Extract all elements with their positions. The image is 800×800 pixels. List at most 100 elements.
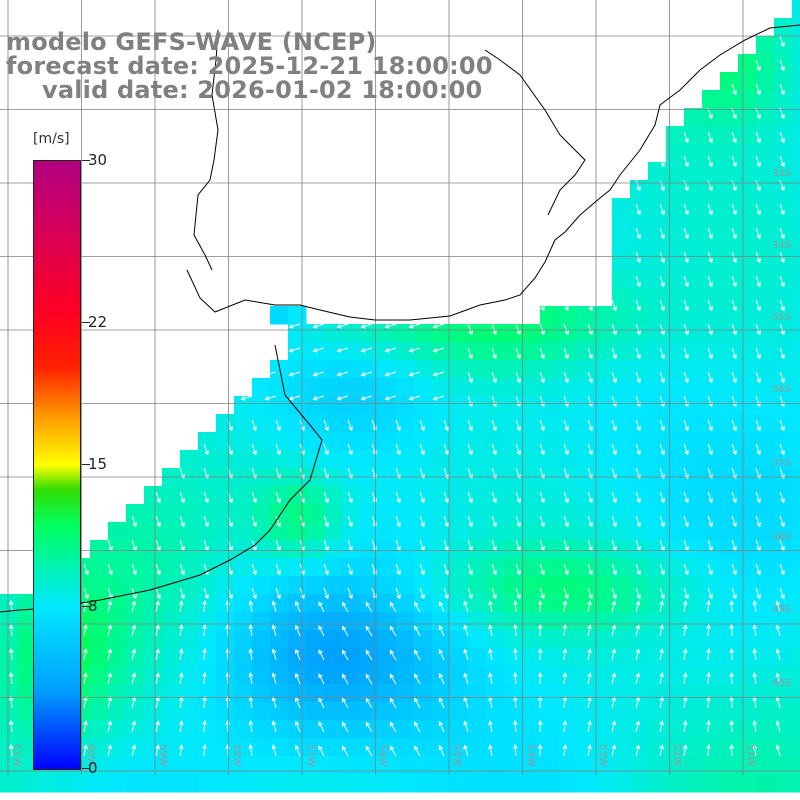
wind-speed-cell xyxy=(108,756,127,775)
wind-arrow xyxy=(563,563,569,576)
wind-speed-cell xyxy=(648,666,667,685)
wind-arrow xyxy=(587,515,593,528)
wind-speed-cell xyxy=(180,576,199,595)
wind-arrow xyxy=(365,649,373,661)
wind-arrow xyxy=(611,720,617,733)
wind-speed-cell xyxy=(378,756,397,775)
wind-speed-cell xyxy=(684,774,703,793)
wind-arrow xyxy=(515,587,521,600)
wind-speed-cell xyxy=(576,576,595,595)
wind-speed-cell xyxy=(234,486,253,505)
wind-speed-cell xyxy=(324,774,343,793)
wind-speed-cell xyxy=(684,378,703,397)
wind-speed-cell xyxy=(756,90,775,109)
wind-speed-cell xyxy=(540,306,559,325)
wind-speed-cell xyxy=(324,324,343,343)
wind-arrow xyxy=(491,371,497,384)
wind-speed-cell xyxy=(306,774,325,793)
wind-speed-cell xyxy=(180,522,199,541)
wind-arrow xyxy=(389,697,397,709)
wind-arrow xyxy=(515,443,521,456)
wind-speed-cell xyxy=(396,630,415,649)
wind-arrow xyxy=(611,299,617,312)
wind-speed-cell xyxy=(648,414,667,433)
wind-speed-cell xyxy=(396,738,415,757)
wind-speed-cell xyxy=(594,324,613,343)
wind-arrow xyxy=(179,515,185,528)
wind-speed-cell xyxy=(558,666,577,685)
wind-speed-cell xyxy=(522,666,541,685)
wind-speed-cell xyxy=(522,648,541,667)
wind-speed-cell xyxy=(396,774,415,793)
wind-speed-cell xyxy=(630,450,649,469)
wind-arrow xyxy=(587,299,593,312)
wind-arrow xyxy=(323,587,329,600)
wind-speed-cell xyxy=(108,720,127,739)
wind-speed-cell xyxy=(252,666,271,685)
wind-speed-cell xyxy=(216,630,235,649)
wind-arrow xyxy=(706,671,711,685)
wind-speed-cell xyxy=(522,486,541,505)
wind-arrow xyxy=(155,600,160,613)
wind-speed-cell xyxy=(198,648,217,667)
wind-speed-cell xyxy=(756,702,775,721)
wind-arrow xyxy=(659,672,664,685)
longitude-label: 59W xyxy=(157,744,168,767)
wind-speed-cell xyxy=(738,414,757,433)
wind-speed-cell xyxy=(630,270,649,289)
wind-arrow xyxy=(463,744,469,757)
wind-arrow xyxy=(202,647,207,661)
wind-speed-cell xyxy=(90,648,109,667)
wind-arrow xyxy=(539,563,545,576)
wind-arrow xyxy=(775,624,781,637)
wind-speed-cell xyxy=(108,594,127,613)
wind-speed-cell xyxy=(0,774,19,793)
wind-speed-cell xyxy=(90,774,109,793)
wind-speed-cell xyxy=(504,522,523,541)
wind-arrow xyxy=(587,720,592,733)
wind-speed-cell xyxy=(684,594,703,613)
wind-speed-cell xyxy=(108,738,127,757)
wind-arrow xyxy=(419,491,425,504)
wind-arrow xyxy=(248,720,254,733)
wind-speed-cell xyxy=(360,666,379,685)
wind-arrow xyxy=(248,624,254,637)
wind-speed-cell xyxy=(252,450,271,469)
wind-arrow xyxy=(248,600,254,613)
wind-arrow xyxy=(155,624,160,637)
wind-speed-cell xyxy=(324,720,343,739)
wind-arrow xyxy=(8,744,14,757)
wind-arrow xyxy=(248,672,254,685)
wind-speed-cell xyxy=(666,648,685,667)
wind-arrow xyxy=(563,371,569,384)
wind-speed-cell xyxy=(468,702,487,721)
wind-speed-cell xyxy=(414,612,433,631)
wind-arrow xyxy=(752,744,758,757)
wind-speed-cell xyxy=(702,144,721,163)
wind-speed-cell xyxy=(666,720,685,739)
wind-speed-cell xyxy=(558,486,577,505)
wind-speed-cell xyxy=(684,450,703,469)
wind-speed-cell xyxy=(648,684,667,703)
wind-arrow xyxy=(683,203,689,216)
wind-arrow xyxy=(467,515,473,528)
wind-speed-cell xyxy=(576,612,595,631)
wind-arrow xyxy=(659,491,665,504)
wind-speed-cell xyxy=(720,432,739,451)
wind-speed-cell xyxy=(738,126,757,145)
wind-speed-cell xyxy=(702,738,721,757)
wind-speed-cell xyxy=(792,108,800,127)
wind-arrow xyxy=(225,599,231,613)
wind-arrow xyxy=(467,491,473,504)
wind-arrow xyxy=(755,275,761,288)
wind-speed-cell xyxy=(738,450,757,469)
wind-speed-cell xyxy=(792,126,800,145)
wind-speed-cell xyxy=(576,630,595,649)
latitude-label: 35S xyxy=(772,312,791,323)
wind-speed-cell xyxy=(252,756,271,775)
wind-arrow xyxy=(755,587,761,600)
longitude-label: 58W xyxy=(231,744,242,767)
wind-speed-cell xyxy=(216,738,235,757)
wind-arrow xyxy=(347,563,353,576)
wind-speed-cell xyxy=(144,756,163,775)
